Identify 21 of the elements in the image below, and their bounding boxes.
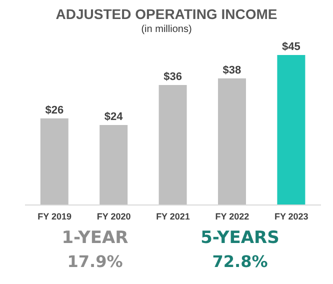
x-tick-label: FY 2022 bbox=[215, 211, 250, 222]
bar bbox=[218, 78, 246, 205]
x-tick-label: FY 2019 bbox=[38, 211, 72, 222]
bar bbox=[158, 85, 187, 205]
text: 17.9% bbox=[66, 252, 124, 271]
x-tick-label: FY 2023 bbox=[274, 211, 308, 222]
data-label: $45 bbox=[282, 41, 300, 53]
data-label: $26 bbox=[45, 104, 64, 116]
data-label: $24 bbox=[104, 111, 124, 123]
x-tick-label: FY 2020 bbox=[96, 211, 131, 222]
chart-subtitle: (in millions) bbox=[140, 24, 193, 35]
text: 5-YEARS bbox=[200, 228, 280, 248]
text: 1-YEAR bbox=[60, 228, 130, 248]
bar bbox=[40, 118, 68, 205]
data-label: $38 bbox=[222, 64, 242, 76]
bar bbox=[277, 55, 306, 205]
chart-title: ADJUSTED OPERATING INCOME bbox=[54, 6, 278, 22]
text: 72.8% bbox=[211, 252, 269, 271]
data-label: $36 bbox=[164, 71, 182, 83]
bar bbox=[100, 125, 128, 205]
x-tick-label: FY 2021 bbox=[156, 211, 190, 222]
